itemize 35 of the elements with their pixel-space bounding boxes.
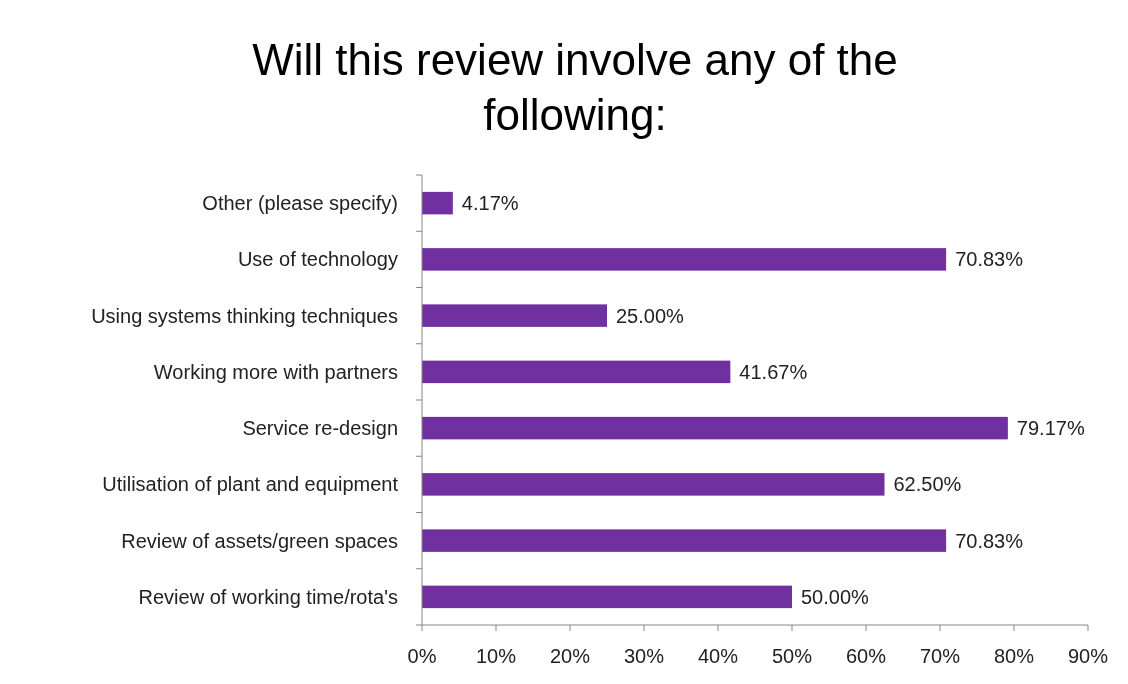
data-label: 70.83% xyxy=(955,529,1024,552)
chart-title: Will this review involve any of the following: xyxy=(252,35,898,139)
y-tick-label: Utilisation of plant and equipment xyxy=(102,473,399,496)
data-label: 41.67% xyxy=(739,360,808,383)
bar xyxy=(422,416,1008,440)
y-tick-label: Review of working time/rota's xyxy=(138,585,398,608)
data-label: 4.17% xyxy=(461,192,519,215)
data-label: 25.00% xyxy=(616,304,685,327)
bar xyxy=(422,360,731,384)
x-tick-label: 20% xyxy=(549,645,591,667)
data-label: 79.17% xyxy=(1016,417,1085,440)
y-tick-label: Review of assets/green spaces xyxy=(121,529,398,552)
bar xyxy=(422,248,947,271)
y-tick-label: Working more with partners xyxy=(153,360,398,383)
bar xyxy=(422,304,607,327)
bar xyxy=(422,473,885,496)
y-tick-label: Other (please specify) xyxy=(202,192,398,215)
x-tick-label: 90% xyxy=(1067,645,1109,667)
data-label: 50.00% xyxy=(801,585,870,608)
bar xyxy=(422,529,947,552)
y-tick-label: Using systems thinking techniques xyxy=(91,304,398,327)
x-tick-label: 80% xyxy=(993,645,1035,667)
x-tick-label: 30% xyxy=(623,645,665,667)
x-tick-label: 70% xyxy=(919,645,961,667)
x-tick-label: 50% xyxy=(771,645,813,667)
y-tick-label: Service re-design xyxy=(242,417,398,440)
bar xyxy=(422,191,453,215)
data-label: 62.50% xyxy=(893,473,962,496)
y-tick-label: Use of technology xyxy=(237,248,398,271)
x-tick-label: 0% xyxy=(407,645,437,667)
data-label: 70.83% xyxy=(955,248,1024,271)
bar xyxy=(422,585,792,609)
x-tick-label: 60% xyxy=(845,645,887,667)
x-tick-label: 40% xyxy=(697,645,739,667)
x-tick-label: 10% xyxy=(475,645,517,667)
